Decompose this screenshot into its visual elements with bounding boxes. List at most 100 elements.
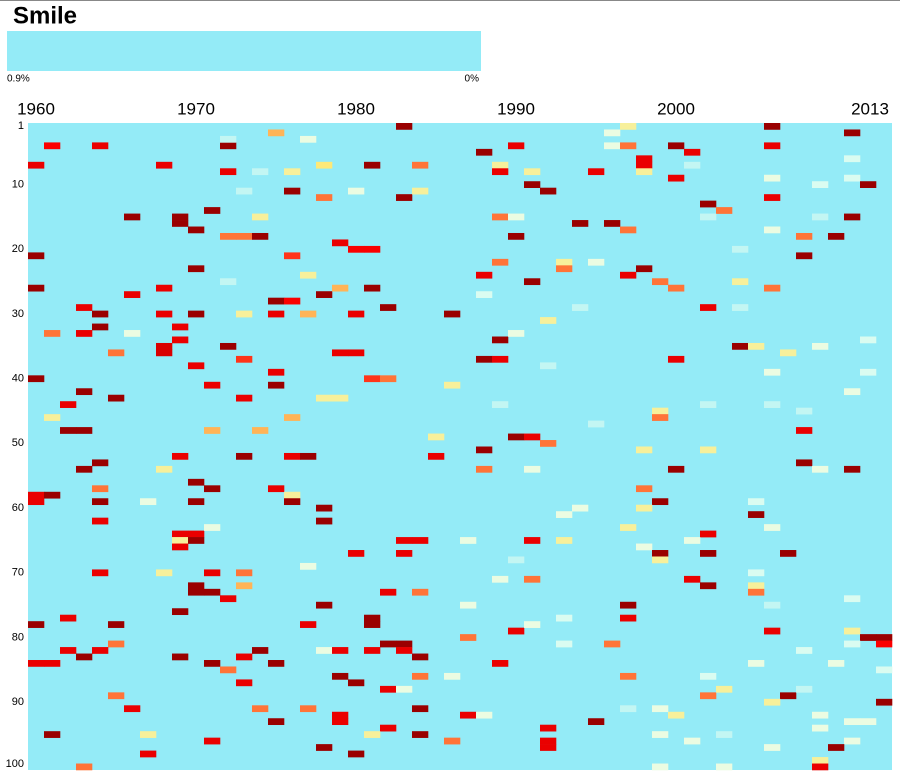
heat-cell xyxy=(508,330,525,337)
heat-cell xyxy=(700,692,717,700)
heat-cell xyxy=(844,129,861,137)
heat-cell xyxy=(860,181,877,188)
heat-cell xyxy=(476,465,493,473)
heat-cell xyxy=(700,401,717,408)
heat-cell xyxy=(76,427,93,434)
heat-cell xyxy=(684,737,701,745)
heat-cell xyxy=(396,550,413,557)
heat-cell xyxy=(476,291,493,298)
heat-cell xyxy=(348,187,365,195)
heat-cell xyxy=(364,245,381,253)
heat-cell xyxy=(524,621,541,628)
heat-cell xyxy=(236,452,253,460)
heat-cell xyxy=(764,401,781,408)
heat-cell xyxy=(364,614,381,622)
heat-cell xyxy=(860,368,877,376)
heat-cell xyxy=(156,349,173,357)
heat-cell xyxy=(492,161,509,169)
heat-cell xyxy=(284,187,301,195)
heat-cell xyxy=(620,524,637,531)
heat-cell xyxy=(220,232,237,240)
heat-cell xyxy=(508,433,525,441)
y-tick-label: 10 xyxy=(12,178,24,190)
heat-cell xyxy=(732,278,749,286)
heat-cell xyxy=(492,660,509,667)
heat-cell xyxy=(508,232,525,240)
heat-cell xyxy=(300,562,317,570)
heat-cell xyxy=(444,672,461,680)
heat-cell xyxy=(700,304,717,311)
heat-cell xyxy=(204,737,221,745)
heat-cell xyxy=(604,640,621,648)
heat-cell xyxy=(316,394,333,402)
y-tick-label: 1 xyxy=(18,120,24,132)
heat-cell xyxy=(300,705,317,713)
heat-cell xyxy=(764,524,781,531)
heat-cell xyxy=(796,427,813,434)
heat-cell xyxy=(156,284,173,292)
heat-cell xyxy=(700,672,717,680)
heat-cell xyxy=(204,660,221,667)
heat-cell xyxy=(764,698,781,706)
heat-cell xyxy=(764,744,781,751)
heat-cell xyxy=(236,310,253,318)
heat-cell xyxy=(812,181,829,188)
heat-cell xyxy=(188,478,205,486)
heat-cell xyxy=(316,291,333,298)
heat-cell xyxy=(172,213,189,221)
heat-cell xyxy=(476,271,493,279)
heat-cell xyxy=(188,588,205,596)
heat-cell xyxy=(764,627,781,635)
heat-cell xyxy=(572,304,589,311)
heat-cell xyxy=(92,323,109,331)
heat-cell xyxy=(540,317,557,324)
heat-cell xyxy=(812,342,829,350)
heat-cell xyxy=(284,252,301,260)
heat-cell xyxy=(236,355,253,363)
heat-cell xyxy=(796,407,813,415)
heat-cell xyxy=(540,737,557,745)
heat-cell xyxy=(348,550,365,557)
heat-cell xyxy=(252,213,269,221)
heat-cell xyxy=(76,653,93,661)
heat-cell xyxy=(652,278,669,286)
heat-cell xyxy=(108,692,125,700)
heat-cell xyxy=(684,161,701,169)
heat-cell xyxy=(652,556,669,564)
heat-cell xyxy=(236,187,253,195)
heat-cell xyxy=(876,666,893,674)
heat-cell xyxy=(412,653,429,661)
heat-cell xyxy=(316,504,333,512)
heat-cell xyxy=(652,407,669,415)
heat-cell xyxy=(796,232,813,240)
heat-cell xyxy=(92,142,109,150)
heat-cell xyxy=(636,504,653,512)
heat-cell xyxy=(316,161,333,169)
heat-cell xyxy=(60,614,77,622)
heat-cell xyxy=(140,750,157,758)
heat-cell xyxy=(876,634,893,641)
heat-cell xyxy=(380,304,397,311)
heat-cell xyxy=(764,123,781,130)
heat-cell xyxy=(252,232,269,240)
heat-cell xyxy=(316,601,333,609)
heat-cell xyxy=(540,744,557,751)
heat-cell xyxy=(764,174,781,182)
heat-cell xyxy=(28,161,45,169)
heat-cell xyxy=(540,187,557,195)
heat-cell xyxy=(844,155,861,163)
y-tick-label: 60 xyxy=(12,502,24,514)
heat-cell xyxy=(460,601,477,609)
heat-cell xyxy=(844,640,861,648)
heat-cell xyxy=(92,310,109,318)
heat-cell xyxy=(220,666,237,674)
heat-cell xyxy=(476,446,493,454)
heat-cell xyxy=(636,265,653,273)
heat-cell xyxy=(380,724,397,732)
heat-cell xyxy=(268,129,285,137)
heat-cell xyxy=(812,763,829,771)
heat-cell xyxy=(396,647,413,654)
heat-cell xyxy=(44,142,61,150)
heat-cell xyxy=(620,226,637,234)
heat-cell xyxy=(428,433,445,441)
